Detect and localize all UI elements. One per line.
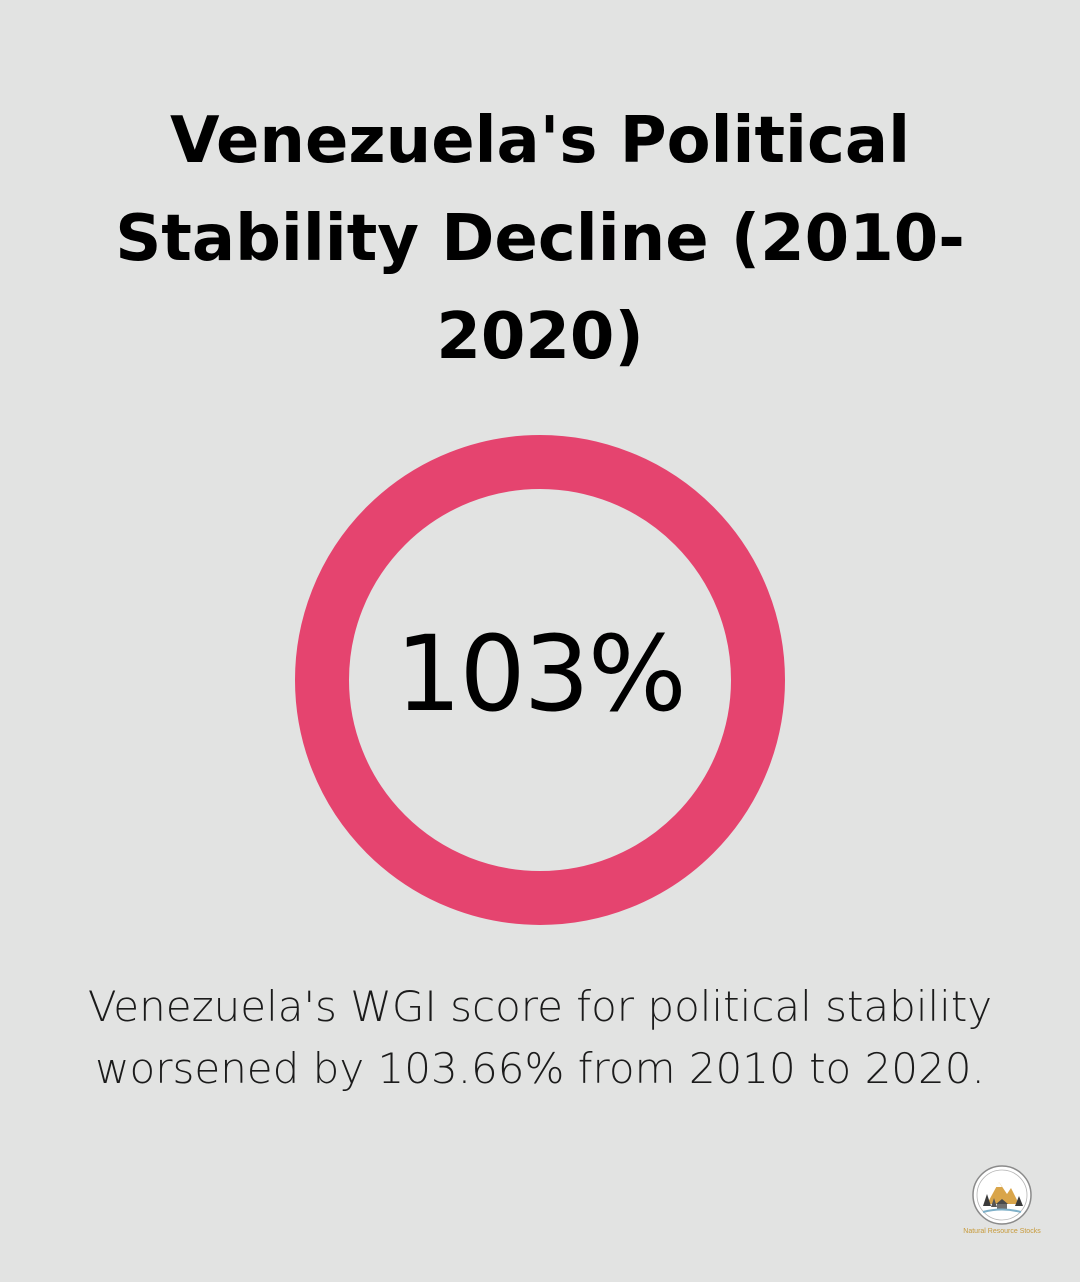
title-line-1: Venezuela's Political	[169, 104, 911, 178]
title-line-2: Stability Decline (2010-	[115, 202, 965, 276]
caption-line-1: Venezuela's WGI score for political stab…	[87, 982, 993, 1031]
ring-circle	[295, 435, 785, 925]
page-title: Venezuela's Political Stability Decline …	[90, 92, 990, 386]
logo-text: Natural Resource Stocks	[963, 1228, 1041, 1235]
brand-logo: Natural Resource Stocks	[960, 1164, 1044, 1240]
stat-value: 103%	[395, 613, 686, 735]
mountain-forest-logo-icon	[972, 1165, 1032, 1225]
title-line-3: 2020)	[436, 300, 644, 374]
caption-line-2: worsened by 103.66% from 2010 to 2020.	[95, 1044, 985, 1093]
ring-graphic	[295, 435, 785, 925]
stat-caption: Venezuela's WGI score for political stab…	[60, 976, 1020, 1100]
stat-ring: 103%	[295, 435, 785, 925]
